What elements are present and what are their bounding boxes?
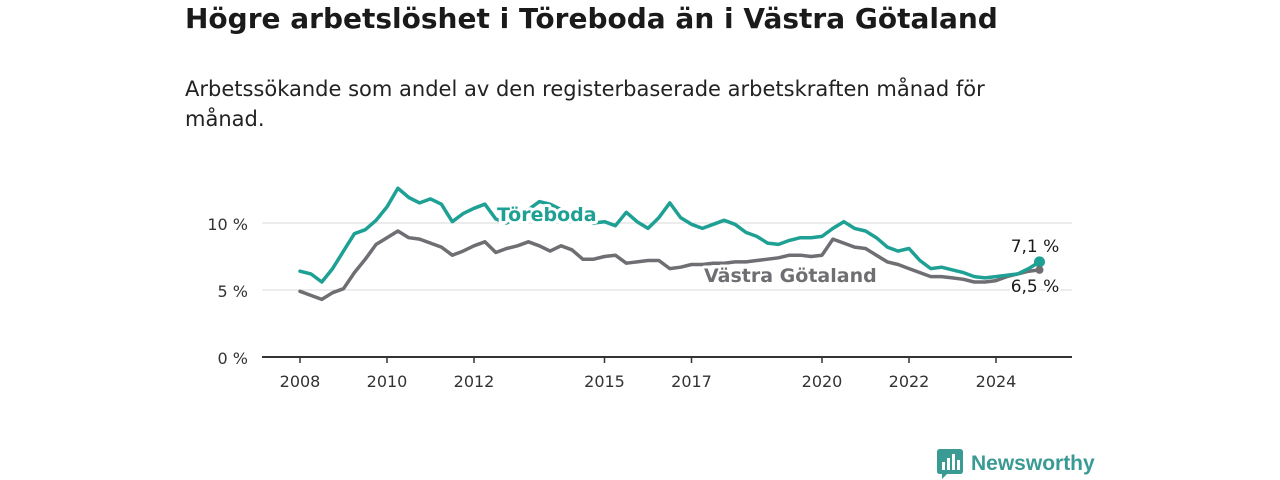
series-label: Västra Götaland	[704, 265, 877, 287]
series-line-toreboda	[298, 186, 1042, 284]
x-tick-label: 2017	[671, 372, 712, 391]
brand-logo: Newsworthy	[937, 449, 1095, 479]
series-line-vastra-gotaland	[298, 229, 1042, 302]
chart-subtitle: Arbetssökande som andel av den registerb…	[185, 77, 985, 131]
x-tick-label: 2022	[889, 372, 930, 391]
x-tick-label: 2020	[802, 372, 843, 391]
series-label: Töreboda	[497, 204, 597, 226]
end-value-label: 7,1 %	[1011, 237, 1060, 257]
x-tick-label: 2010	[367, 372, 408, 391]
y-tick-label: 10 %	[207, 215, 248, 234]
y-tick-label: 0 %	[218, 349, 248, 368]
series-end-marker	[1035, 265, 1044, 274]
x-tick-label: 2024	[976, 372, 1017, 391]
y-tick-label: 5 %	[218, 282, 248, 301]
chart-title: Högre arbetslöshet i Töreboda än i Västr…	[185, 2, 998, 35]
x-tick-label: 2015	[584, 372, 625, 391]
newsworthy-logo-icon	[937, 449, 963, 479]
x-tick-label: 2012	[454, 372, 495, 391]
x-tick-label: 2008	[280, 372, 321, 391]
end-value-label: 6,5 %	[1011, 277, 1060, 297]
series-end-marker	[1034, 256, 1045, 268]
brand-name: Newsworthy	[971, 452, 1095, 475]
